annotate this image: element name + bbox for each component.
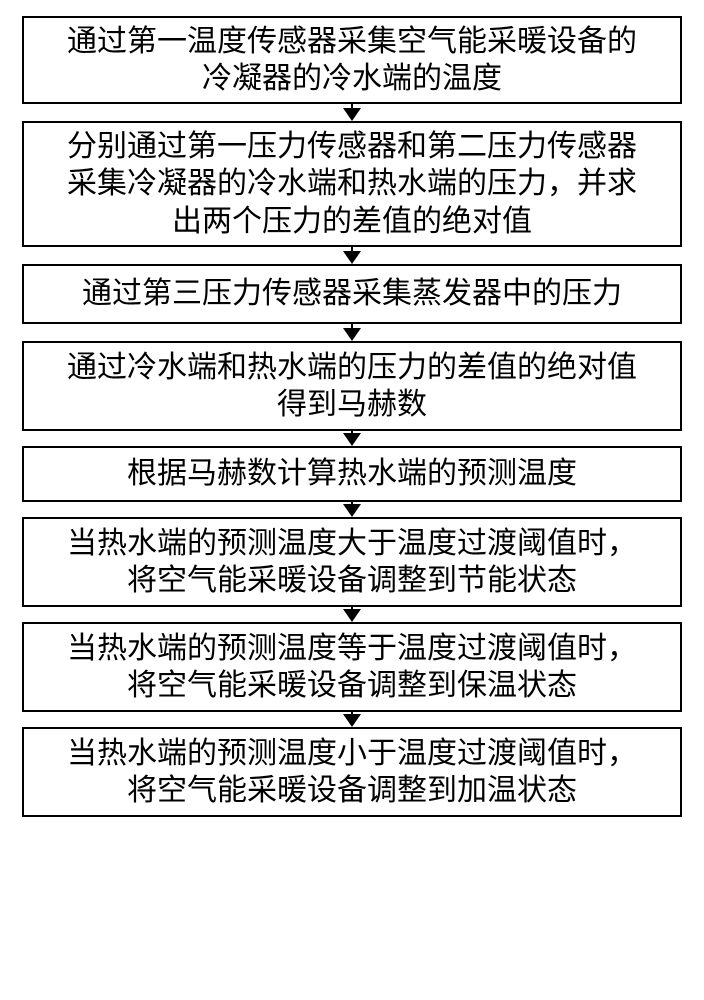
flow-arrow-5: [343, 502, 361, 517]
flow-arrow-6: [343, 607, 361, 622]
flow-step-4: 通过冷水端和热水端的压力的差值的绝对值得到马赫数: [22, 341, 682, 431]
flow-step-8: 当热水端的预测温度小于温度过渡阈值时，将空气能采暖设备调整到加温状态: [22, 727, 682, 817]
flowchart-container: 通过第一温度传感器采集空气能采暖设备的冷凝器的冷水端的温度分别通过第一压力传感器…: [22, 16, 682, 817]
flow-step-6: 当热水端的预测温度大于温度过渡阈值时，将空气能采暖设备调整到节能状态: [22, 517, 682, 607]
flow-step-5: 根据马赫数计算热水端的预测温度: [22, 446, 682, 502]
flow-step-7: 当热水端的预测温度等于温度过渡阈值时，将空气能采暖设备调整到保温状态: [22, 622, 682, 712]
flow-arrow-3: [343, 324, 361, 341]
flow-arrow-1: [343, 104, 361, 121]
flow-step-1: 通过第一温度传感器采集空气能采暖设备的冷凝器的冷水端的温度: [22, 16, 682, 104]
flow-step-3: 通过第三压力传感器采集蒸发器中的压力: [22, 264, 682, 324]
flow-arrow-2: [343, 247, 361, 264]
flow-arrow-7: [343, 712, 361, 727]
flow-step-2: 分别通过第一压力传感器和第二压力传感器采集冷凝器的冷水端和热水端的压力，并求出两…: [22, 121, 682, 247]
flow-arrow-4: [343, 431, 361, 446]
